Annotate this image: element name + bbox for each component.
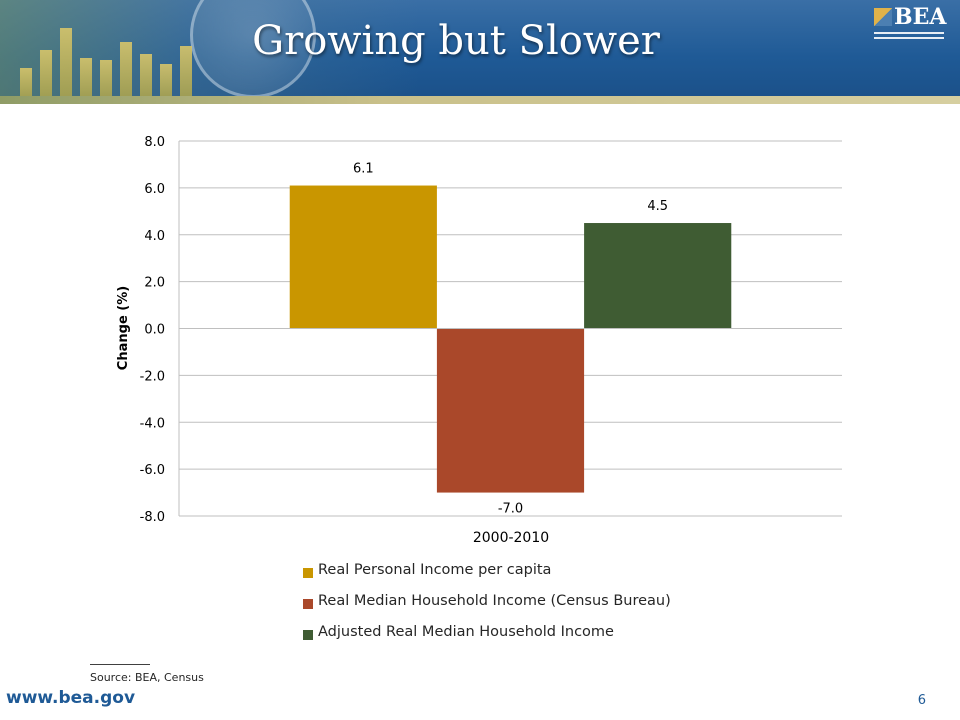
banner-decor-bar bbox=[160, 64, 172, 98]
bars bbox=[289, 185, 732, 493]
header-banner: Growing but Slower BEA bbox=[0, 0, 960, 104]
x-category-label: 2000-2010 bbox=[473, 530, 549, 546]
banner-decor-bar bbox=[40, 50, 52, 98]
legend-label: Real Personal Income per capita bbox=[318, 562, 552, 578]
y-tick-label: 4.0 bbox=[144, 229, 165, 244]
website-url: www.bea.gov bbox=[6, 688, 136, 708]
bea-logo-tagline bbox=[874, 32, 944, 34]
y-tick-label: -8.0 bbox=[140, 510, 165, 525]
y-tick-label: 6.0 bbox=[144, 182, 165, 197]
slide-title: Growing but Slower bbox=[252, 18, 660, 64]
y-tick-label: 8.0 bbox=[144, 135, 165, 150]
banner-stripe bbox=[0, 96, 960, 104]
banner-decor-bar bbox=[80, 58, 92, 98]
banner-decor-bar bbox=[60, 28, 72, 98]
y-axis-title: Change (%) bbox=[116, 286, 131, 370]
data-label: -7.0 bbox=[498, 502, 523, 517]
bea-logo-text: BEA bbox=[894, 4, 947, 30]
axes bbox=[178, 141, 842, 516]
data-label: 6.1 bbox=[353, 162, 374, 177]
data-labels: 6.1 -7.0 4.5 bbox=[353, 162, 668, 517]
legend-swatch bbox=[303, 599, 313, 609]
bea-logo: BEA bbox=[872, 4, 948, 42]
bar bbox=[436, 328, 585, 493]
banner-decor-bar bbox=[100, 60, 112, 98]
banner-decor-bar bbox=[120, 42, 132, 98]
banner-decor-bar bbox=[140, 54, 152, 98]
source-divider bbox=[90, 664, 150, 665]
legend-swatch bbox=[303, 630, 313, 640]
banner-decor-bar bbox=[180, 46, 192, 98]
y-tick-label: 2.0 bbox=[144, 276, 165, 291]
legend-label: Adjusted Real Median Household Income bbox=[318, 624, 614, 640]
bar bbox=[289, 185, 437, 329]
y-tick-labels: 8.0 6.0 4.0 2.0 0.0 -2.0 -4.0 -6.0 -8.0 bbox=[140, 135, 165, 525]
data-label: 4.5 bbox=[647, 199, 668, 214]
bar bbox=[584, 223, 732, 329]
page-number: 6 bbox=[917, 693, 926, 708]
source-note: Source: BEA, Census bbox=[90, 671, 204, 684]
legend-label: Real Median Household Income (Census Bur… bbox=[318, 593, 671, 609]
y-tick-label: 0.0 bbox=[144, 323, 165, 338]
bar-chart: 8.0 6.0 4.0 2.0 0.0 -2.0 -4.0 -6.0 -8.0 6.1 -7.0 4… bbox=[116, 135, 842, 546]
bea-logo-icon bbox=[874, 8, 892, 26]
y-tick-label: -4.0 bbox=[140, 416, 165, 431]
bea-logo-tagline bbox=[874, 37, 944, 39]
banner-decor-bar bbox=[20, 68, 32, 98]
y-tick-label: -2.0 bbox=[140, 369, 165, 384]
y-tick-label: -6.0 bbox=[140, 463, 165, 478]
legend-swatch bbox=[303, 568, 313, 578]
